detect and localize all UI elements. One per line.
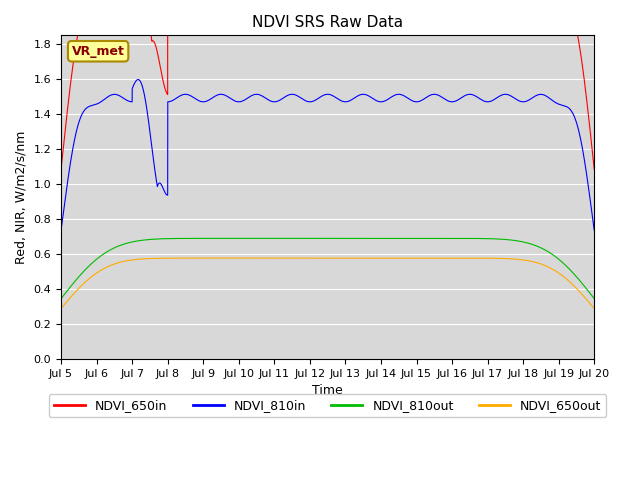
NDVI_810in <box>453 98 461 104</box>
NDVI_650out <box>591 306 598 312</box>
Text: VR_met: VR_met <box>72 45 125 58</box>
NDVI_650out <box>93 270 101 276</box>
NDVI_810out <box>261 236 269 241</box>
Line: NDVI_810in: NDVI_810in <box>61 80 595 230</box>
NDVI_650in <box>57 167 65 172</box>
NDVI_650out <box>261 255 269 261</box>
Y-axis label: Red, NIR, W/m2/s/nm: Red, NIR, W/m2/s/nm <box>15 131 28 264</box>
Line: NDVI_810out: NDVI_810out <box>61 239 595 299</box>
NDVI_810out <box>378 236 386 241</box>
NDVI_810out <box>186 236 193 241</box>
NDVI_650out <box>346 255 354 261</box>
NDVI_810out <box>453 236 461 241</box>
NDVI_650out <box>57 306 65 312</box>
NDVI_650out <box>378 255 386 261</box>
NDVI_810in <box>93 101 101 107</box>
NDVI_810out <box>57 296 65 301</box>
NDVI_810in <box>186 92 193 98</box>
NDVI_810in <box>261 95 269 101</box>
NDVI_810out <box>346 236 354 241</box>
NDVI_810in <box>57 228 65 233</box>
X-axis label: Time: Time <box>312 384 343 397</box>
NDVI_810in <box>134 77 142 83</box>
Line: NDVI_650in: NDVI_650in <box>61 0 595 169</box>
NDVI_650in <box>591 167 598 172</box>
Title: NDVI SRS Raw Data: NDVI SRS Raw Data <box>252 15 403 30</box>
Legend: NDVI_650in, NDVI_810in, NDVI_810out, NDVI_650out: NDVI_650in, NDVI_810in, NDVI_810out, NDV… <box>49 395 606 418</box>
NDVI_650out <box>453 255 461 261</box>
NDVI_810in <box>378 99 386 105</box>
NDVI_810out <box>324 236 332 241</box>
NDVI_810out <box>93 256 101 262</box>
Line: NDVI_650out: NDVI_650out <box>61 258 595 309</box>
NDVI_650out <box>324 255 332 261</box>
NDVI_810in <box>591 228 598 233</box>
NDVI_810out <box>591 296 598 301</box>
NDVI_650out <box>186 255 193 261</box>
NDVI_810in <box>346 97 354 103</box>
